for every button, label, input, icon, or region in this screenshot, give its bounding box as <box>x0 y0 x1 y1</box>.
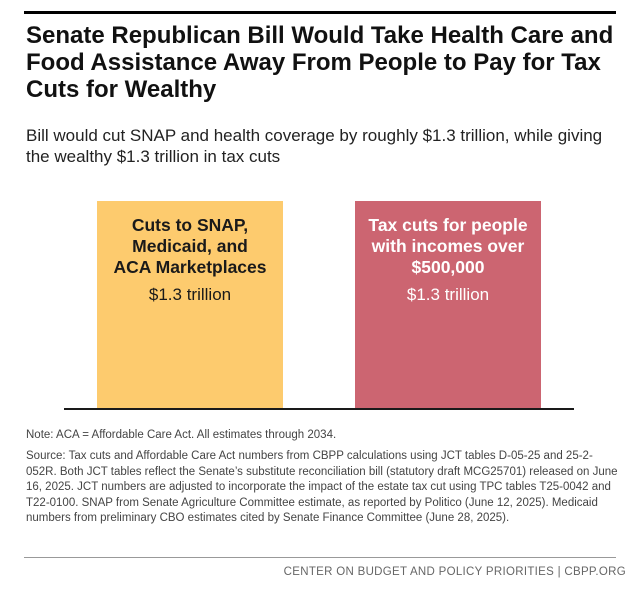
category-label-1-line-2: Medicaid, and <box>132 236 248 256</box>
category-label-2-line-3: $500,000 <box>412 257 485 277</box>
value-label-1: $1.3 trillion <box>149 285 231 304</box>
category-label-1-line-1: Cuts to SNAP, <box>132 215 248 235</box>
chart-title: Senate Republican Bill Would Take Health… <box>26 22 614 103</box>
bar-1 <box>97 201 283 408</box>
chart-source: Source: Tax cuts and Affordable Care Act… <box>26 450 618 524</box>
bottom-rule <box>24 557 616 558</box>
category-label-1-line-3: ACA Marketplaces <box>113 257 266 277</box>
value-label-2: $1.3 trillion <box>407 285 489 304</box>
category-label-2-line-2: with incomes over <box>371 236 525 256</box>
chart-note: Note: ACA = Affordable Care Act. All est… <box>26 429 337 441</box>
top-rule <box>24 11 616 14</box>
chart-subtitle: Bill would cut SNAP and health coverage … <box>26 126 603 166</box>
footer-credit: CENTER ON BUDGET AND POLICY PRIORITIES |… <box>283 566 626 578</box>
category-label-2-line-1: Tax cuts for people <box>368 215 527 235</box>
bar-2 <box>355 201 541 408</box>
